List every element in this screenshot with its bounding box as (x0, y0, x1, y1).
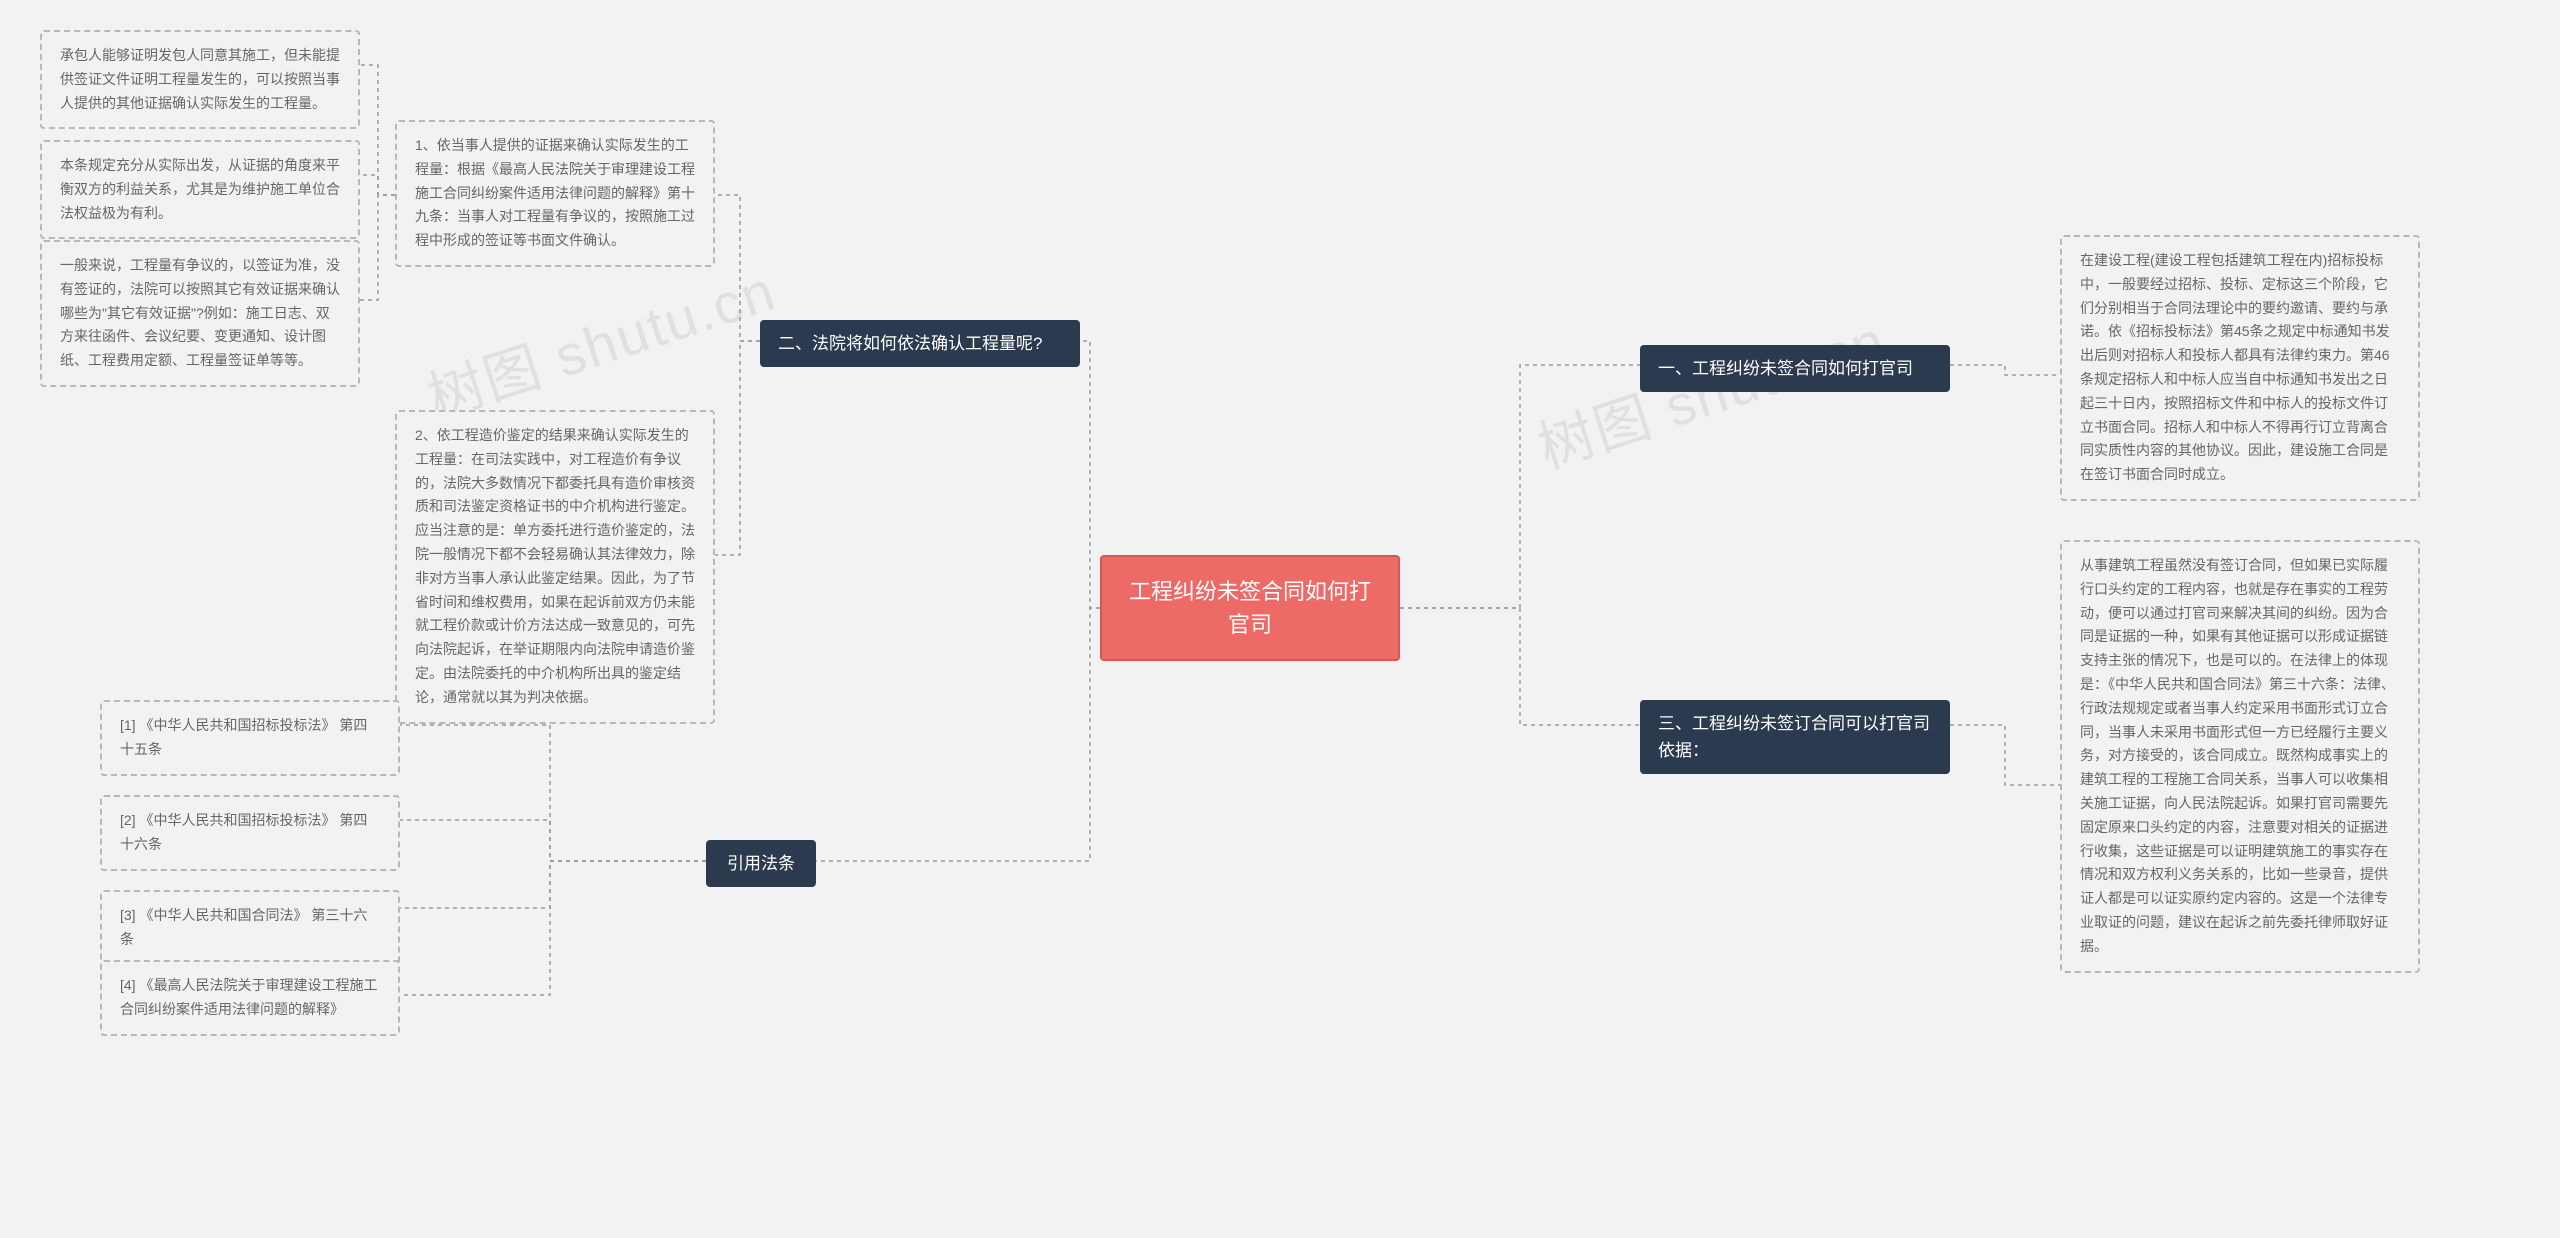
content-text: 在建设工程(建设工程包括建筑工程在内)招标投标中，一般要经过招标、投标、定标这三… (2080, 252, 2390, 482)
ref-2: [2] 《中华人民共和国招标投标法》 第四十六条 (100, 795, 400, 871)
heading-text: 一、工程纠纷未签合同如何打官司 (1658, 359, 1913, 378)
content-text: 从事建筑工程虽然没有签订合同，但如果已实际履行口头约定的工程内容，也就是存在事实… (2080, 557, 2395, 954)
content-c2a1: 承包人能够证明发包人同意其施工，但未能提供签证文件证明工程量发生的，可以按照当事… (40, 30, 360, 129)
content-1: 在建设工程(建设工程包括建筑工程在内)招标投标中，一般要经过招标、投标、定标这三… (2060, 235, 2420, 501)
heading-2: 二、法院将如何依法确认工程量呢? (760, 320, 1080, 367)
watermark-1: 树图 shutu.cn (416, 246, 785, 435)
content-c2a2: 本条规定充分从实际出发，从证据的角度来平衡双方的利益关系，尤其是为维护施工单位合… (40, 140, 360, 239)
content-c2a3: 一般来说，工程量有争议的，以签证为准，没有签证的，法院可以按照其它有效证据来确认… (40, 240, 360, 387)
heading-text: 引用法条 (727, 854, 795, 873)
content-2a: 1、依当事人提供的证据来确认实际发生的工程量：根据《最高人民法院关于审理建设工程… (395, 120, 715, 267)
root-node: 工程纠纷未签合同如何打官司 (1100, 555, 1400, 661)
ref-3: [3] 《中华人民共和国合同法》 第三十六条 (100, 890, 400, 966)
content-text: 一般来说，工程量有争议的，以签证为准，没有签证的，法院可以按照其它有效证据来确认… (60, 257, 340, 368)
heading-ref: 引用法条 (706, 840, 816, 887)
content-text: 本条规定充分从实际出发，从证据的角度来平衡双方的利益关系，尤其是为维护施工单位合… (60, 157, 340, 221)
content-text: [1] 《中华人民共和国招标投标法》 第四十五条 (120, 717, 367, 757)
content-text: [2] 《中华人民共和国招标投标法》 第四十六条 (120, 812, 367, 852)
content-2b: 2、依工程造价鉴定的结果来确认实际发生的工程量：在司法实践中，对工程造价有争议的… (395, 410, 715, 724)
root-text: 工程纠纷未签合同如何打官司 (1129, 579, 1371, 637)
ref-1: [1] 《中华人民共和国招标投标法》 第四十五条 (100, 700, 400, 776)
content-text: 承包人能够证明发包人同意其施工，但未能提供签证文件证明工程量发生的，可以按照当事… (60, 47, 340, 111)
ref-4: [4] 《最高人民法院关于审理建设工程施工合同纠纷案件适用法律问题的解释》 (100, 960, 400, 1036)
heading-text: 三、工程纠纷未签订合同可以打官司依据： (1658, 714, 1930, 760)
content-text: 1、依当事人提供的证据来确认实际发生的工程量：根据《最高人民法院关于审理建设工程… (415, 137, 695, 248)
watermark-text: 树图 shutu.cn (420, 259, 783, 431)
content-text: [4] 《最高人民法院关于审理建设工程施工合同纠纷案件适用法律问题的解释》 (120, 977, 377, 1017)
heading-1: 一、工程纠纷未签合同如何打官司 (1640, 345, 1950, 392)
watermark-text: 树图 shutu.cn (1530, 309, 1893, 481)
content-text: 2、依工程造价鉴定的结果来确认实际发生的工程量：在司法实践中，对工程造价有争议的… (415, 427, 695, 705)
content-text: [3] 《中华人民共和国合同法》 第三十六条 (120, 907, 367, 947)
content-3: 从事建筑工程虽然没有签订合同，但如果已实际履行口头约定的工程内容，也就是存在事实… (2060, 540, 2420, 973)
heading-3: 三、工程纠纷未签订合同可以打官司依据： (1640, 700, 1950, 774)
heading-text: 二、法院将如何依法确认工程量呢? (778, 334, 1042, 353)
